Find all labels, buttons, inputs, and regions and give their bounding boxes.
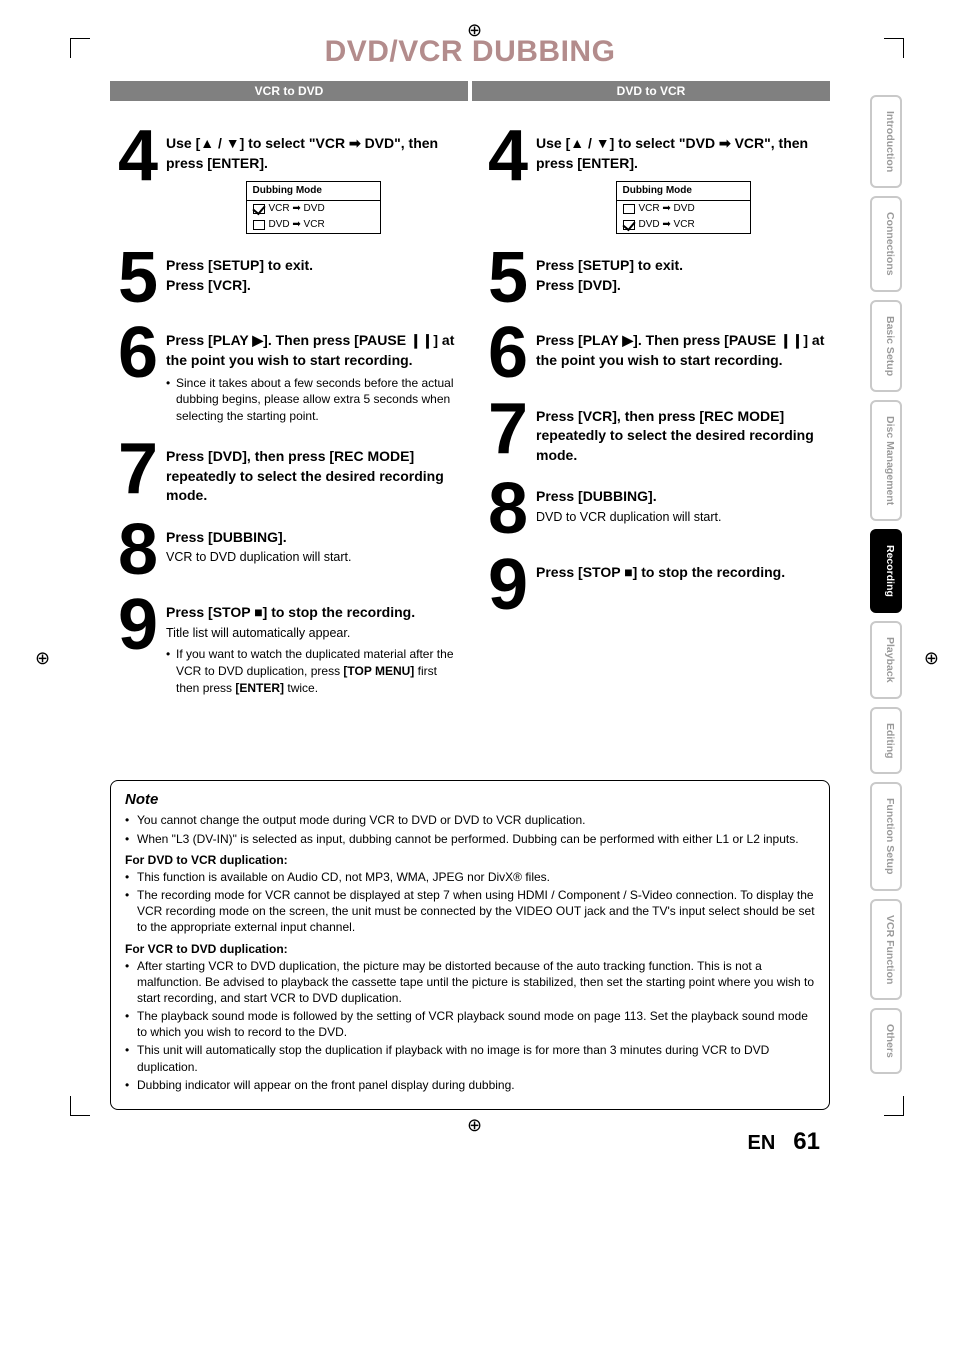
side-tab-vcr-function[interactable]: VCR Function	[870, 899, 902, 1000]
step-number: 4	[110, 126, 166, 187]
checkbox-icon	[253, 204, 265, 214]
side-tab-introduction[interactable]: Introduction	[870, 95, 902, 188]
note-list-general: You cannot change the output mode during…	[125, 812, 815, 846]
section-headers: VCR to DVD DVD to VCR	[110, 81, 830, 101]
dubbox-title: Dubbing Mode	[617, 182, 750, 201]
checkbox-icon	[623, 204, 635, 214]
dubbox-row: VCR ➡ DVD	[269, 202, 325, 216]
step-number: 6	[110, 323, 166, 384]
step-text: Use [▲ / ▼] to select "DVD ➡ VCR", then …	[536, 134, 830, 173]
step-number: 9	[110, 595, 166, 656]
step-text: Press [DVD], then press [REC MODE] repea…	[166, 447, 460, 506]
side-tab-connections[interactable]: Connections	[870, 196, 902, 292]
note-box: Note You cannot change the output mode d…	[110, 780, 830, 1110]
dubbox-title: Dubbing Mode	[247, 182, 380, 201]
step-text: Press [VCR], then press [REC MODE] repea…	[536, 407, 830, 466]
note-list-vcr: After starting VCR to DVD duplication, t…	[125, 958, 815, 1094]
step-5: 5 Press [SETUP] to exit. Press [DVD].	[480, 248, 830, 309]
crop-mark	[70, 38, 90, 58]
side-tabs: Introduction Connections Basic Setup Disc M…	[870, 95, 902, 1074]
step-4: 4 Use [▲ / ▼] to select "VCR ➡ DVD", the…	[110, 126, 460, 234]
footer-lang: EN	[748, 1132, 776, 1155]
step-bullet: Since it takes about a few seconds befor…	[166, 375, 460, 425]
page-title: DVD/VCR DUBBING	[110, 35, 830, 69]
section-vcr-to-dvd: VCR to DVD	[110, 81, 468, 101]
side-tab-editing[interactable]: Editing	[870, 707, 902, 775]
step-8: 8 Press [DUBBING]. VCR to DVD duplicatio…	[110, 520, 460, 581]
step-text: Press [STOP ■] to stop the recording.	[166, 603, 460, 623]
note-item: The playback sound mode is followed by t…	[125, 1008, 815, 1040]
footer-page: 61	[793, 1128, 820, 1156]
step-text: Press [SETUP] to exit.	[536, 256, 830, 276]
dubbox-row: DVD ➡ VCR	[269, 218, 325, 232]
registration-mark-icon: ⊕	[924, 648, 939, 669]
page-content: DVD/VCR DUBBING VCR to DVD DVD to VCR 4 …	[110, 35, 830, 1156]
step-text: Press [PLAY ▶]. Then press [PAUSE ❙❙] at…	[536, 331, 830, 370]
crop-mark	[884, 1096, 904, 1116]
side-tab-playback[interactable]: Playback	[870, 621, 902, 699]
dubbox-row: DVD ➡ VCR	[639, 218, 695, 232]
step-subtext: DVD to VCR duplication will start.	[536, 509, 830, 527]
step-subtext: VCR to DVD duplication will start.	[166, 549, 460, 567]
note-item: When "L3 (DV-IN)" is selected as input, …	[125, 831, 815, 847]
step-text: Press [DVD].	[536, 276, 830, 296]
step-number: 8	[480, 479, 536, 540]
step-number: 8	[110, 520, 166, 581]
step-7: 7 Press [DVD], then press [REC MODE] rep…	[110, 439, 460, 506]
step-number: 7	[110, 439, 166, 500]
step-number: 5	[480, 248, 536, 309]
step-7: 7 Press [VCR], then press [REC MODE] rep…	[480, 399, 830, 466]
side-tab-function-setup[interactable]: Function Setup	[870, 782, 902, 890]
step-text: Press [SETUP] to exit.	[166, 256, 460, 276]
step-text: Press [VCR].	[166, 276, 460, 296]
side-tab-disc-management[interactable]: Disc Management	[870, 400, 902, 521]
step-text: Press [DUBBING].	[166, 528, 460, 548]
step-5: 5 Press [SETUP] to exit. Press [VCR].	[110, 248, 460, 309]
note-item: This function is available on Audio CD, …	[125, 869, 815, 885]
step-9: 9 Press [STOP ■] to stop the recording. …	[110, 595, 460, 696]
step-8: 8 Press [DUBBING]. DVD to VCR duplicatio…	[480, 479, 830, 540]
step-text: Press [PLAY ▶]. Then press [PAUSE ❙❙] at…	[166, 331, 460, 370]
crop-mark	[70, 1096, 90, 1116]
step-text: Press [DUBBING].	[536, 487, 830, 507]
note-item: This unit will automatically stop the du…	[125, 1042, 815, 1074]
checkbox-icon	[253, 220, 265, 230]
step-text: Use [▲ / ▼] to select "VCR ➡ DVD", then …	[166, 134, 460, 173]
page-footer: EN 61	[110, 1128, 830, 1156]
dubbing-mode-box: Dubbing Mode VCR ➡ DVD DVD ➡ VCR	[616, 181, 751, 234]
note-item: Dubbing indicator will appear on the fro…	[125, 1077, 815, 1093]
dubbox-row: VCR ➡ DVD	[639, 202, 695, 216]
note-title: Note	[125, 791, 815, 808]
dubbing-mode-box: Dubbing Mode VCR ➡ DVD DVD ➡ VCR	[246, 181, 381, 234]
step-number: 5	[110, 248, 166, 309]
side-tab-others[interactable]: Others	[870, 1008, 902, 1074]
step-6: 6 Press [PLAY ▶]. Then press [PAUSE ❙❙] …	[110, 323, 460, 425]
step-number: 4	[480, 126, 536, 187]
note-subheader-vcr: For VCR to DVD duplication:	[125, 942, 815, 956]
registration-mark-icon: ⊕	[35, 648, 50, 669]
crop-mark	[884, 38, 904, 58]
side-tab-recording[interactable]: Recording	[870, 529, 902, 613]
note-list-dvd: This function is available on Audio CD, …	[125, 869, 815, 936]
step-9: 9 Press [STOP ■] to stop the recording.	[480, 555, 830, 616]
step-6: 6 Press [PLAY ▶]. Then press [PAUSE ❙❙] …	[480, 323, 830, 384]
col-dvd-to-vcr: 4 Use [▲ / ▼] to select "DVD ➡ VCR", the…	[480, 126, 830, 710]
step-text: Press [STOP ■] to stop the recording.	[536, 563, 830, 583]
step-number: 6	[480, 323, 536, 384]
note-item: You cannot change the output mode during…	[125, 812, 815, 828]
side-tab-basic-setup[interactable]: Basic Setup	[870, 300, 902, 392]
step-4: 4 Use [▲ / ▼] to select "DVD ➡ VCR", the…	[480, 126, 830, 234]
col-vcr-to-dvd: 4 Use [▲ / ▼] to select "VCR ➡ DVD", the…	[110, 126, 460, 710]
step-number: 7	[480, 399, 536, 460]
note-subheader-dvd: For DVD to VCR duplication:	[125, 853, 815, 867]
note-item: The recording mode for VCR cannot be dis…	[125, 887, 815, 936]
section-dvd-to-vcr: DVD to VCR	[472, 81, 830, 101]
step-number: 9	[480, 555, 536, 616]
step-subtext: Title list will automatically appear.	[166, 625, 460, 643]
checkbox-icon	[623, 220, 635, 230]
step-bullet: If you want to watch the duplicated mate…	[166, 646, 460, 696]
note-item: After starting VCR to DVD duplication, t…	[125, 958, 815, 1007]
